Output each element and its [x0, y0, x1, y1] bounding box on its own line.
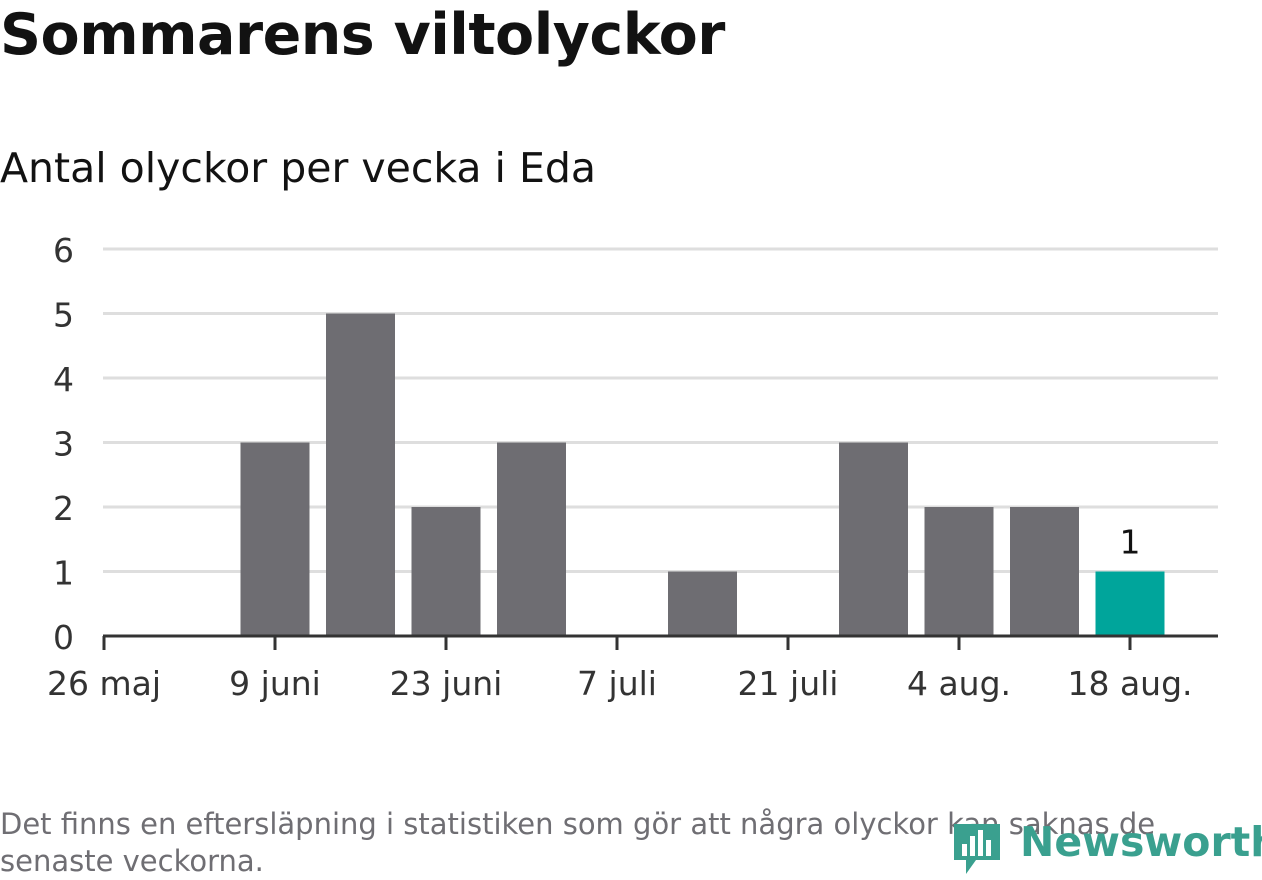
bar-chart-badge-icon — [954, 824, 1000, 874]
x-tick-label: 26 maj — [47, 664, 161, 703]
bar-28-juli — [839, 442, 908, 636]
bar-9-juni — [240, 442, 310, 636]
chart-subtitle: Antal olyckor per vecka i Eda — [0, 144, 597, 192]
x-tick-label: 4 aug. — [907, 664, 1011, 703]
x-tick-label: 7 juli — [577, 664, 657, 703]
bar-11-aug — [1010, 507, 1079, 636]
y-tick-label: 4 — [53, 360, 74, 399]
bars — [240, 313, 1165, 636]
y-tick-label: 5 — [53, 296, 74, 335]
x-axis: 26 maj 9 juni 23 juni 7 juli 21 juli 4 aug. 18… — [47, 634, 1218, 703]
y-tick-label: 6 — [53, 231, 74, 270]
bar-30-juni — [497, 442, 566, 636]
chart-title: Sommarens viltolyckor — [0, 2, 725, 68]
x-tick-label: 9 juni — [229, 664, 321, 703]
bar-23-juni — [411, 507, 481, 636]
data-labels: 1 — [1120, 523, 1141, 562]
bar-18-aug — [1095, 571, 1165, 636]
y-tick-label: 1 — [53, 554, 74, 593]
x-tick-label: 18 aug. — [1067, 664, 1192, 703]
x-tick-label: 23 juni — [390, 664, 503, 703]
x-tick-label: 21 juli — [738, 664, 839, 703]
y-tick-label: 3 — [53, 425, 74, 464]
bar-16-juni — [326, 313, 395, 636]
bar-chart: 0 1 2 3 4 5 6 26 maj 9 juni 23 juni 7 juli 21 juli… — [47, 231, 1218, 703]
logo-text: Newsworthy — [1020, 818, 1262, 866]
y-axis-ticks: 0 1 2 3 4 5 6 — [53, 231, 74, 657]
y-tick-label: 2 — [53, 489, 74, 528]
newsworthy-logo: Newsworthy — [950, 816, 1262, 879]
y-tick-label: 0 — [53, 618, 74, 657]
bar-14-juli — [668, 571, 737, 636]
bar-4-aug — [924, 507, 994, 636]
data-label-18-aug: 1 — [1120, 523, 1141, 562]
